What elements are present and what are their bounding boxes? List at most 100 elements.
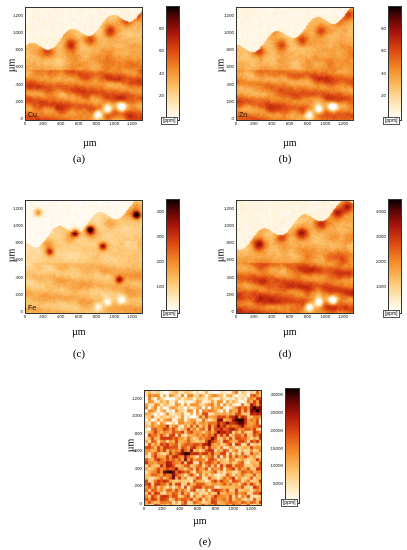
heatmap: Fe bbox=[25, 200, 143, 314]
x-axis-label: µm bbox=[193, 516, 207, 527]
colorbar-unit: [ppm] bbox=[281, 499, 298, 507]
y-tick-label: 400 bbox=[15, 81, 23, 87]
x-tick-label: 1000 bbox=[109, 314, 120, 319]
x-tick-label: 200 bbox=[158, 506, 166, 511]
y-tick-label: 1200 bbox=[223, 205, 234, 211]
x-tick-label: 600 bbox=[74, 314, 83, 319]
colorbar-tick-label: 60 bbox=[380, 48, 386, 54]
x-axis-label: µm bbox=[83, 138, 97, 149]
x-tick-label: 1000 bbox=[228, 506, 239, 511]
y-tick-label: 0 bbox=[231, 116, 234, 121]
x-tick-label: 0 bbox=[23, 314, 27, 319]
x-tick-label: 0 bbox=[234, 314, 238, 319]
x-tick-label: 0 bbox=[23, 121, 27, 126]
x-tick-label: 600 bbox=[193, 506, 202, 511]
y-tick-label: 1000 bbox=[223, 29, 234, 35]
x-axis-label: µm bbox=[72, 327, 86, 338]
colorbar-unit: [ppm] bbox=[161, 117, 178, 125]
colorbar-tick-label: 80 bbox=[158, 25, 164, 31]
y-tick-label: 800 bbox=[226, 47, 234, 53]
y-tick-label: 1000 bbox=[223, 222, 234, 228]
x-tick-label: 0 bbox=[142, 506, 146, 511]
colorbar bbox=[166, 6, 180, 121]
colorbar bbox=[388, 199, 402, 314]
y-axis-label: µm bbox=[6, 248, 18, 263]
y-axis-label: µm bbox=[215, 58, 227, 73]
x-tick-label: 800 bbox=[303, 121, 312, 126]
heatmap: Zn bbox=[236, 7, 354, 121]
panel-caption: (b) bbox=[278, 153, 292, 165]
x-tick-label: 200 bbox=[250, 121, 258, 126]
colorbar bbox=[166, 199, 180, 314]
y-tick-label: 800 bbox=[15, 47, 23, 53]
panel-caption: (c) bbox=[72, 348, 86, 360]
colorbar-tick-label: 20 bbox=[380, 93, 386, 99]
x-axis-label: µm bbox=[283, 138, 297, 149]
colorbar-tick-label: 1000 bbox=[375, 283, 386, 289]
y-tick-label: 200 bbox=[134, 483, 142, 489]
x-tick-label: 0 bbox=[234, 121, 238, 126]
y-tick-label: 1000 bbox=[131, 413, 142, 419]
heatmap-canvas bbox=[26, 201, 142, 313]
x-tick-label: 200 bbox=[39, 314, 47, 319]
y-axis-label: µm bbox=[215, 248, 227, 263]
colorbar-tick-label: 25000 bbox=[270, 409, 283, 415]
colorbar-unit: [ppm] bbox=[383, 310, 400, 318]
x-tick-label: 200 bbox=[39, 121, 47, 126]
x-tick-label: 600 bbox=[285, 121, 294, 126]
x-tick-label: 800 bbox=[211, 506, 220, 511]
y-tick-label: 400 bbox=[226, 274, 234, 280]
y-tick-label: 0 bbox=[20, 116, 23, 121]
x-tick-label: 1200 bbox=[127, 314, 138, 319]
x-tick-label: 600 bbox=[285, 314, 294, 319]
element-label: Fe bbox=[28, 305, 37, 312]
colorbar-tick-label: 60 bbox=[158, 48, 164, 54]
x-tick-label: 400 bbox=[267, 314, 276, 319]
colorbar-tick-label: 40 bbox=[158, 70, 164, 76]
colorbar-tick-label: 20000 bbox=[270, 427, 283, 433]
colorbar-tick-label: 100 bbox=[156, 283, 164, 289]
colorbar-tick-label: 30000 bbox=[270, 392, 283, 398]
x-tick-label: 400 bbox=[267, 121, 276, 126]
y-tick-label: 1000 bbox=[12, 29, 23, 35]
colorbar bbox=[285, 388, 300, 504]
y-axis-label: µm bbox=[125, 438, 137, 453]
element-label: Zn bbox=[239, 112, 248, 119]
y-tick-label: 0 bbox=[139, 501, 142, 506]
y-tick-label: 800 bbox=[226, 240, 234, 246]
colorbar-tick-label: 5000 bbox=[272, 481, 283, 487]
y-tick-label: 600 bbox=[226, 257, 234, 263]
x-tick-label: 400 bbox=[56, 121, 65, 126]
y-tick-label: 600 bbox=[15, 64, 23, 70]
y-tick-label: 600 bbox=[226, 64, 234, 70]
y-tick-label: 1200 bbox=[131, 395, 142, 401]
colorbar-tick-label: 15000 bbox=[270, 445, 283, 451]
colorbar-tick-label: 200 bbox=[156, 258, 164, 264]
heatmap-canvas bbox=[26, 8, 142, 120]
x-tick-label: 1200 bbox=[127, 121, 138, 126]
x-tick-label: 400 bbox=[175, 506, 184, 511]
y-tick-label: 1200 bbox=[12, 12, 23, 18]
colorbar-unit: [ppm] bbox=[383, 117, 400, 125]
x-tick-label: 600 bbox=[74, 121, 83, 126]
y-tick-label: 1200 bbox=[12, 205, 23, 211]
x-tick-label: 1200 bbox=[338, 314, 349, 319]
colorbar-tick-label: 300 bbox=[156, 233, 164, 239]
panel-caption: (d) bbox=[278, 348, 292, 360]
colorbar-unit: [ppm] bbox=[161, 310, 178, 318]
y-tick-label: 200 bbox=[15, 98, 23, 104]
y-tick-label: 1000 bbox=[12, 222, 23, 228]
panel-caption: (a) bbox=[72, 153, 86, 165]
colorbar-tick-label: 40 bbox=[380, 70, 386, 76]
x-tick-label: 400 bbox=[56, 314, 65, 319]
y-tick-label: 800 bbox=[15, 240, 23, 246]
heatmap bbox=[236, 200, 354, 314]
y-tick-label: 200 bbox=[226, 98, 234, 104]
colorbar-tick-label: 10000 bbox=[270, 463, 283, 469]
x-tick-label: 1000 bbox=[320, 121, 331, 126]
x-tick-label: 800 bbox=[92, 121, 101, 126]
colorbar-tick-label: 80 bbox=[380, 25, 386, 31]
x-tick-label: 1000 bbox=[109, 121, 120, 126]
colorbar-tick-label: 3000 bbox=[375, 233, 386, 239]
colorbar-tick-label: 2000 bbox=[375, 258, 386, 264]
